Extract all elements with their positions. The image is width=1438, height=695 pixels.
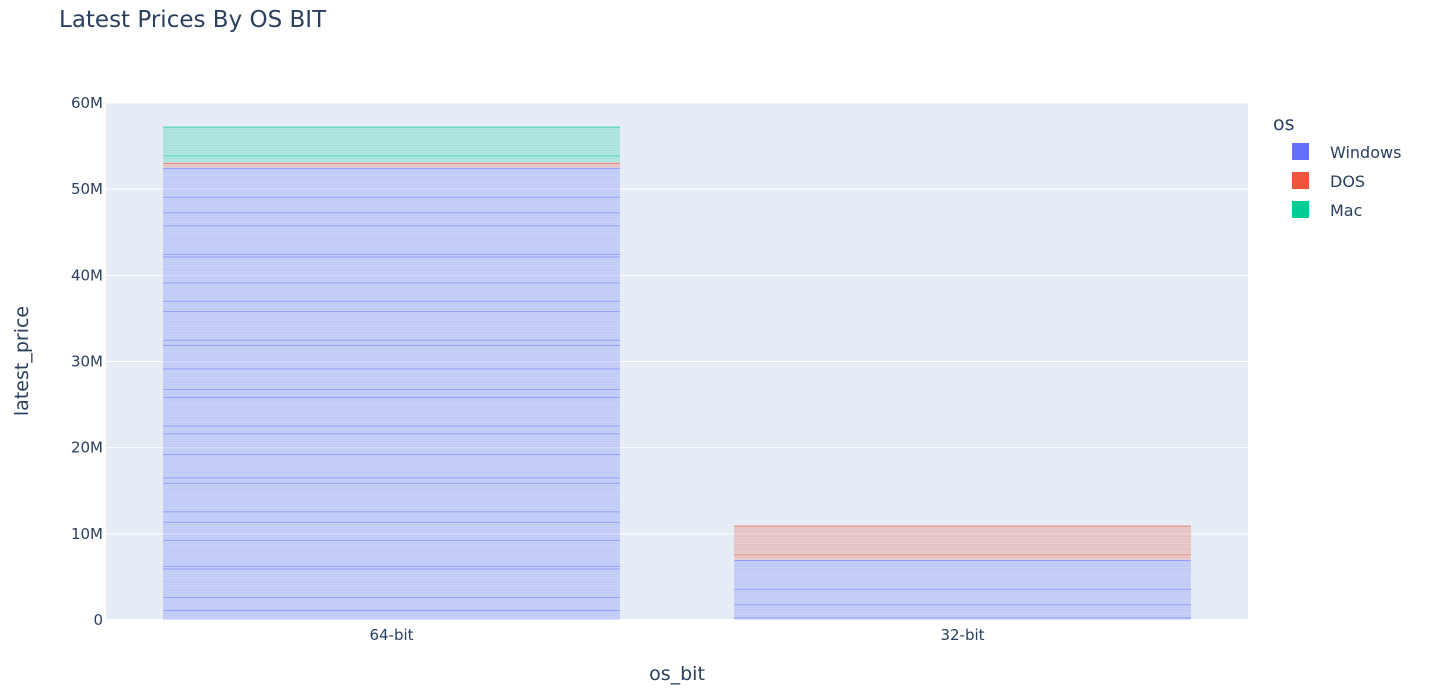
legend-label: DOS xyxy=(1330,172,1365,191)
legend-swatch xyxy=(1292,143,1309,160)
y-axis-title: latest_price xyxy=(11,306,33,416)
y-tick-label: 40M xyxy=(71,266,103,284)
legend-item-mac[interactable]: Mac xyxy=(1292,201,1362,220)
y-tick-label: 10M xyxy=(71,525,103,543)
bar-windows-64-bit[interactable] xyxy=(163,167,620,620)
y-tick-label: 60M xyxy=(71,94,103,112)
bars xyxy=(163,126,1191,620)
chart-title: Latest Prices By OS BIT xyxy=(59,7,327,33)
y-tick-label: 50M xyxy=(71,180,103,198)
legend[interactable]: os Windows DOS Mac xyxy=(1273,113,1401,220)
legend-item-dos[interactable]: DOS xyxy=(1292,172,1365,191)
bar-mac-64-bit[interactable] xyxy=(163,126,620,163)
legend-label: Mac xyxy=(1330,201,1362,220)
legend-item-windows[interactable]: Windows xyxy=(1292,143,1401,162)
bar-windows-32-bit[interactable] xyxy=(734,559,1191,620)
y-tick-labels: 0 10M 20M 30M 40M 50M 60M xyxy=(71,94,103,629)
x-tick-label: 64-bit xyxy=(369,626,413,644)
y-tick-label: 0 xyxy=(93,611,103,629)
gridlines xyxy=(106,102,1248,621)
x-tick-labels: 64-bit 32-bit xyxy=(369,626,984,644)
x-axis-title: os_bit xyxy=(649,663,705,685)
x-tick-label: 32-bit xyxy=(940,626,984,644)
legend-label: Windows xyxy=(1330,143,1401,162)
legend-swatch xyxy=(1292,172,1309,189)
y-tick-label: 30M xyxy=(71,353,103,371)
legend-title: os xyxy=(1273,113,1295,135)
y-tick-label: 20M xyxy=(71,439,103,457)
bar-dos-32-bit[interactable] xyxy=(734,525,1191,560)
bar-dos-64-bit[interactable] xyxy=(163,162,620,168)
legend-swatch xyxy=(1292,201,1309,218)
